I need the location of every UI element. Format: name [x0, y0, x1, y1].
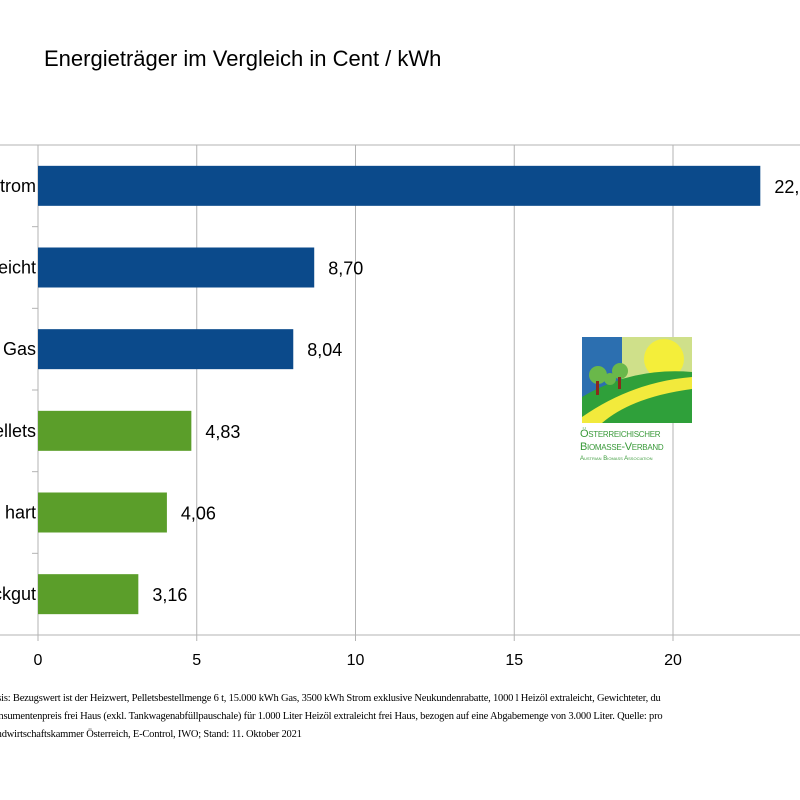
- category-label: Gas: [3, 339, 36, 359]
- x-tick-label: 5: [192, 652, 201, 669]
- value-label: 4,06: [181, 504, 216, 524]
- category-label: Pellets: [0, 421, 36, 441]
- footnote-line: Konsumentenpreis frei Haus (exkl. Tankwa…: [0, 711, 663, 722]
- value-label: 8,70: [328, 259, 363, 279]
- logo-text-line2: Biomasse-Verband: [580, 441, 664, 453]
- x-tick-label: 15: [505, 652, 523, 669]
- bar-0: [38, 165, 761, 206]
- category-label: Heizöl extra leicht: [0, 258, 36, 278]
- footnote-line: Landwirtschaftskammer Österreich, E-Cont…: [0, 729, 302, 740]
- bar-3: [38, 410, 192, 451]
- footnote: Basis: Bezugswert ist der Heizwert, Pell…: [0, 690, 663, 744]
- x-tick-label: 10: [347, 652, 365, 669]
- chart-title: Energieträger im Vergleich in Cent / kWh: [44, 46, 442, 71]
- bar-5: [38, 574, 139, 615]
- category-label: Brennholz hart: [0, 503, 36, 523]
- x-tick-label: 0: [34, 652, 43, 669]
- biomasse-verband-logo: Österreichischer Biomasse-Verband Austri…: [580, 337, 692, 462]
- bar-1: [38, 247, 315, 288]
- logo-text-line3: Austrian Biomass Association: [580, 456, 653, 462]
- value-label: 3,16: [152, 585, 187, 605]
- bar-2: [38, 329, 294, 370]
- x-tick-label: 20: [664, 652, 682, 669]
- bar-4: [38, 492, 167, 533]
- footnote-line: Basis: Bezugswert ist der Heizwert, Pell…: [0, 693, 661, 704]
- logo-text-line1: Österreichischer: [580, 428, 661, 440]
- category-label: Strom: [0, 176, 36, 196]
- logo-image: [582, 337, 692, 423]
- category-label: Hackgut: [0, 584, 36, 604]
- value-label: 22,75: [774, 177, 800, 197]
- value-label: 4,83: [205, 422, 240, 442]
- value-label: 8,04: [307, 340, 342, 360]
